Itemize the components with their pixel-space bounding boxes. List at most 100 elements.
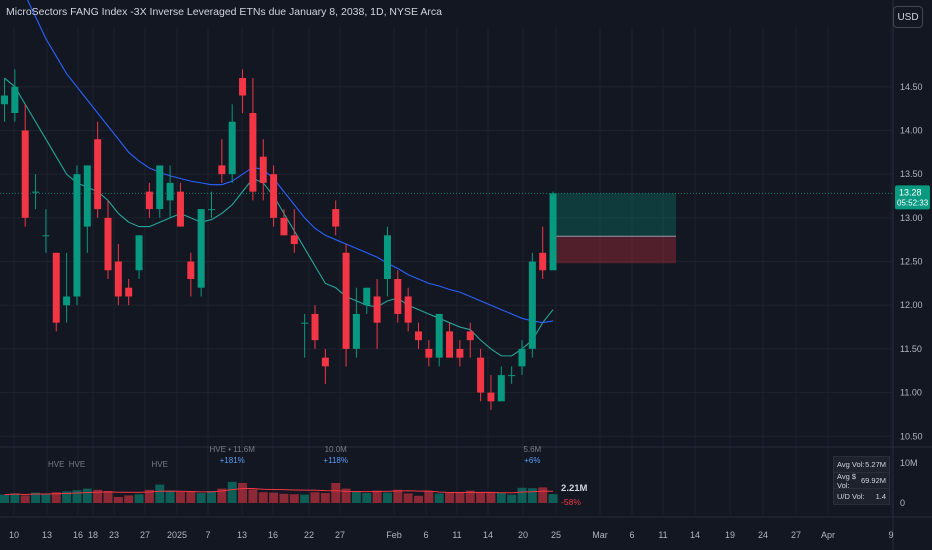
volume-bar bbox=[165, 490, 175, 503]
position-target-zone bbox=[551, 193, 676, 237]
candle bbox=[42, 209, 50, 253]
volume-bar bbox=[134, 494, 144, 503]
candle bbox=[218, 139, 226, 183]
candle bbox=[435, 313, 443, 367]
candle-body bbox=[176, 191, 184, 227]
volume-bar bbox=[434, 493, 444, 503]
time-axis-label: 22 bbox=[304, 530, 314, 540]
candle bbox=[466, 322, 474, 358]
volume-bar bbox=[465, 490, 475, 503]
candle-body bbox=[301, 322, 309, 324]
time-axis-label: 23 bbox=[109, 530, 119, 540]
time-axis-label: 24 bbox=[758, 530, 768, 540]
candle bbox=[446, 322, 454, 358]
candle-body bbox=[539, 252, 547, 271]
chart-title: MicroSectors FANG Index -3X Inverse Leve… bbox=[6, 6, 442, 18]
candle-body bbox=[32, 191, 40, 193]
candle-body bbox=[352, 313, 360, 349]
time-axis-label: 6 bbox=[423, 530, 428, 540]
volume-bar bbox=[238, 483, 248, 503]
volume-annotation-label: HVE • 11.6M bbox=[210, 445, 256, 454]
volume-stats-table: Avg Vol: 5.27M Avg $ Vol: 69.92M U/D Vol: 1… bbox=[833, 456, 890, 505]
candle bbox=[114, 244, 122, 306]
candle-body bbox=[187, 261, 195, 279]
volume-bar bbox=[414, 495, 423, 503]
price-axis-label: 14.50 bbox=[900, 82, 923, 92]
candle-body bbox=[114, 261, 122, 297]
candle bbox=[477, 348, 485, 402]
volume-bar bbox=[331, 483, 341, 503]
candle-body bbox=[125, 287, 133, 297]
candle bbox=[342, 244, 350, 367]
time-axis-label: 14 bbox=[690, 530, 700, 540]
volume-bar bbox=[155, 484, 165, 503]
volume-bar bbox=[51, 492, 61, 503]
volume-bar bbox=[144, 489, 154, 503]
candle bbox=[383, 226, 391, 297]
candle-body bbox=[518, 348, 526, 367]
time-axis-label: 13 bbox=[42, 530, 52, 540]
candle-body bbox=[404, 296, 412, 323]
volume-bar bbox=[62, 491, 72, 503]
volume-annotation-label: 10.0M bbox=[325, 445, 348, 454]
volume-stats-row: U/D Vol: 1.4 bbox=[837, 492, 886, 501]
candle-body bbox=[42, 235, 50, 237]
candle-body bbox=[52, 252, 60, 323]
candle-body bbox=[135, 235, 143, 271]
candle bbox=[280, 209, 288, 236]
volume-bar bbox=[548, 494, 558, 503]
volume-bar bbox=[538, 487, 548, 503]
candle-body bbox=[363, 287, 371, 306]
volume-bar bbox=[10, 493, 20, 503]
volume-bar bbox=[72, 490, 82, 503]
volume-annotation-change: +6% bbox=[524, 456, 540, 465]
time-axis-label: Feb bbox=[386, 530, 402, 540]
candle-body bbox=[239, 78, 247, 96]
candle-body bbox=[197, 209, 205, 288]
volume-bar bbox=[310, 492, 320, 503]
candle bbox=[497, 366, 505, 402]
candle bbox=[73, 165, 81, 306]
volume-badge-value: 2.21M bbox=[561, 483, 587, 494]
time-axis-label: 13 bbox=[237, 530, 247, 540]
volume-bar bbox=[403, 493, 413, 503]
candle-body bbox=[1, 95, 8, 105]
volume-bar bbox=[372, 490, 382, 503]
volume-bar bbox=[496, 493, 506, 503]
candle-body bbox=[415, 331, 422, 341]
time-axis-label: Mar bbox=[592, 530, 608, 540]
candle-body bbox=[487, 392, 495, 402]
volume-stats-row: Avg $ Vol: 69.92M bbox=[834, 472, 889, 490]
candle bbox=[549, 191, 557, 271]
volume-bar bbox=[82, 488, 92, 503]
time-axis-label: 7 bbox=[205, 530, 210, 540]
candle-body bbox=[104, 217, 112, 271]
candle-body bbox=[145, 191, 153, 210]
currency-button[interactable]: USD bbox=[893, 6, 923, 28]
volume-bar bbox=[382, 492, 392, 503]
volume-average-line bbox=[4, 488, 554, 496]
volume-bar bbox=[424, 491, 434, 503]
candle-body bbox=[280, 217, 288, 236]
time-axis-label: 11 bbox=[658, 530, 667, 540]
price-axis-label: 11.00 bbox=[900, 388, 922, 398]
candle bbox=[487, 375, 495, 411]
candle bbox=[415, 322, 422, 349]
candle bbox=[145, 182, 153, 218]
candle-body bbox=[218, 165, 226, 175]
candle-body bbox=[332, 209, 340, 227]
time-axis-label: 10 bbox=[9, 530, 19, 540]
volume-bar bbox=[186, 491, 196, 503]
time-axis-label: 16 bbox=[268, 530, 278, 540]
price-axis-label: 10.50 bbox=[900, 431, 923, 441]
time-axis-label: 25 bbox=[551, 530, 561, 540]
candle-body bbox=[156, 165, 164, 210]
candle-body bbox=[208, 209, 215, 211]
volume-bar bbox=[113, 497, 123, 503]
candle bbox=[456, 340, 464, 367]
candle bbox=[197, 209, 205, 297]
volume-annotation-label: HVE bbox=[69, 460, 85, 469]
volume-bar bbox=[289, 494, 299, 503]
candle-body bbox=[249, 113, 257, 192]
